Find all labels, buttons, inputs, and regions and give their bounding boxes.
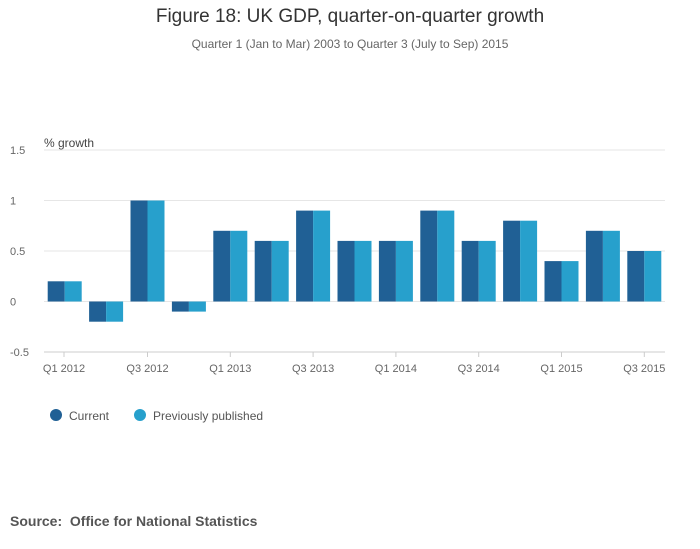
bar-current xyxy=(213,230,231,302)
bar-previous xyxy=(147,200,165,302)
bar-current xyxy=(130,200,148,302)
chart-title: Figure 18: UK GDP, quarter-on-quarter gr… xyxy=(155,6,545,27)
bar-current xyxy=(47,281,65,302)
source-line: Source: Office for National Statistics xyxy=(10,513,257,529)
y-tick-label: 1.5 xyxy=(10,145,25,157)
y-tick-label: -0.5 xyxy=(10,347,29,359)
bar-previous xyxy=(354,240,372,302)
legend-marker xyxy=(50,409,62,421)
legend-marker xyxy=(134,409,146,421)
y-tick-label: 0.5 xyxy=(10,246,25,258)
bar-previous xyxy=(602,230,620,302)
bar-current xyxy=(461,240,479,302)
bar-current xyxy=(337,240,355,302)
bar-previous xyxy=(271,240,289,302)
chart-subtitle: Quarter 1 (Jan to Mar) 2003 to Quarter 3… xyxy=(191,37,509,51)
bar-current xyxy=(503,220,521,302)
bar-previous xyxy=(313,210,331,302)
y-tick-label: 0 xyxy=(10,297,16,309)
x-tick-label: Q1 2013 xyxy=(209,363,251,375)
x-tick-label: Q1 2012 xyxy=(43,363,85,375)
bar-current xyxy=(544,261,562,302)
bar-current xyxy=(89,301,107,322)
bar-previous xyxy=(478,240,496,302)
bar-current xyxy=(585,230,603,302)
bar-previous xyxy=(188,301,206,312)
x-tick-label: Q1 2014 xyxy=(375,363,417,375)
x-tick-label: Q3 2012 xyxy=(126,363,168,375)
bar-current xyxy=(420,210,438,302)
legend-label: Current xyxy=(69,409,110,423)
y-axis-label: % growth xyxy=(44,136,94,150)
bar-current xyxy=(378,240,396,302)
x-tick-label: Q3 2014 xyxy=(458,363,500,375)
bar-previous xyxy=(644,251,662,302)
x-tick-label: Q3 2015 xyxy=(623,363,665,375)
x-tick-label: Q1 2015 xyxy=(540,363,582,375)
bar-current xyxy=(627,251,645,302)
bar-previous xyxy=(520,220,538,302)
bar-previous xyxy=(64,281,82,302)
source-text: Office for National Statistics xyxy=(69,513,258,529)
y-tick-label: 1 xyxy=(10,196,16,208)
bar-current xyxy=(171,301,189,312)
source-label: Source: xyxy=(10,513,63,529)
bar-current xyxy=(254,240,272,302)
legend-label: Previously published xyxy=(153,409,263,423)
x-tick-label: Q3 2013 xyxy=(292,363,334,375)
bar-previous xyxy=(437,210,455,302)
bar-previous xyxy=(106,301,124,322)
bar-current xyxy=(296,210,314,302)
bar-previous xyxy=(230,230,248,302)
bar-previous xyxy=(561,261,579,302)
bar-previous xyxy=(395,240,413,302)
